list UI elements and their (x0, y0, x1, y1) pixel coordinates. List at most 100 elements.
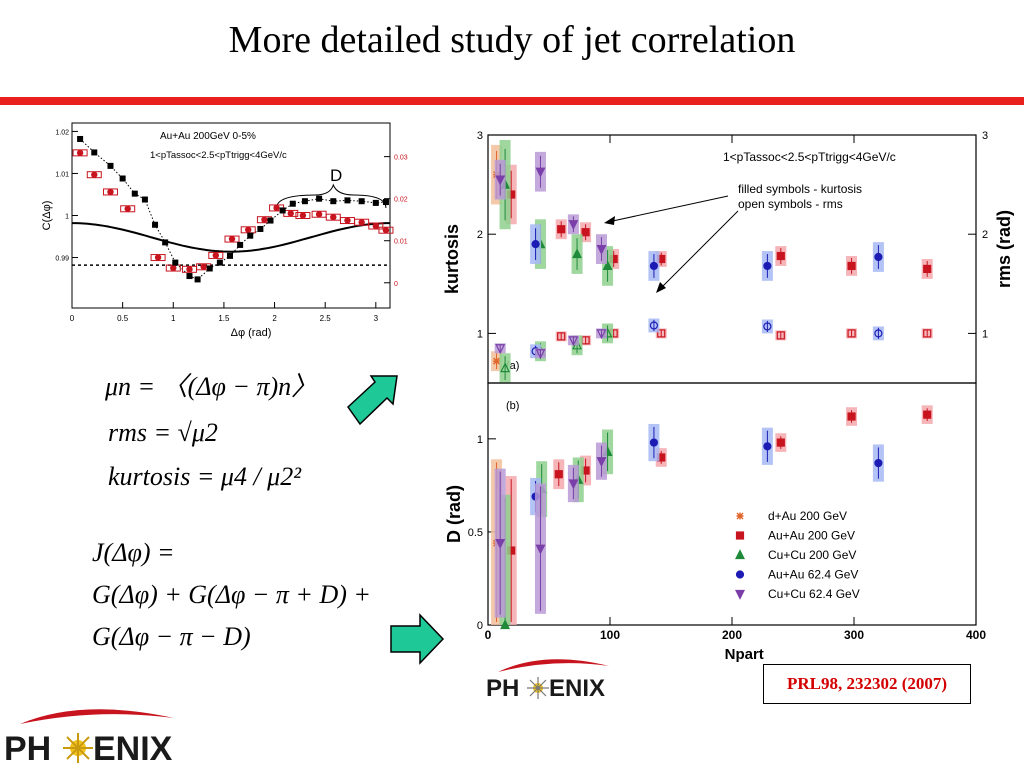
legend-marker (735, 570, 745, 579)
corr-red-point (228, 235, 236, 243)
J-line2-text: G(Δφ) + G(Δφ − π + D) + (92, 580, 371, 609)
corr-ytick-label: 1.01 (55, 171, 69, 178)
corr-yright-label: 0 (394, 281, 398, 288)
corr-black-point (372, 199, 379, 206)
equation-J-line1: J(Δφ) = (92, 538, 175, 568)
corr-red-point (330, 213, 337, 221)
kurtosis-point (572, 248, 583, 259)
rms-ytick-label: 2 (982, 229, 988, 241)
corr-red-point (315, 211, 323, 218)
D-point (535, 544, 546, 555)
corr-ylabel: C(Δφ) (41, 201, 53, 231)
corr-red-point (261, 216, 268, 223)
kurtosis-pt-label: 1<pTassoc<2.5<pTtrigg<4GeV/c (723, 150, 896, 164)
D-point (495, 538, 506, 549)
corr-black-point (279, 207, 286, 214)
corr-black-point (131, 190, 138, 197)
logo-swoosh-center (498, 659, 609, 672)
corr-red-point (186, 266, 193, 273)
phenix-logo-center: PH ENIX (486, 659, 609, 702)
kurtosis-point (776, 331, 785, 340)
corr-xtick-label: 2 (272, 314, 277, 323)
corr-xtick-label: 2.5 (320, 314, 332, 323)
kurtosis-point (776, 251, 785, 261)
green-arrow-upper (347, 375, 398, 426)
corr-xlabel: Δφ (rad) (231, 327, 272, 339)
D-point (776, 438, 785, 447)
corr-black-point (247, 232, 254, 239)
corr-ytick-label: 1 (65, 214, 69, 221)
corr-black-point (172, 259, 179, 266)
panel-b-tag: (b) (506, 400, 519, 412)
logo-text-right-center: ENIX (549, 675, 605, 702)
note-arrow-open (659, 210, 739, 290)
D-point (649, 438, 659, 447)
legend-label: Au+Au 200 GeV (768, 529, 855, 543)
D-xtick-label: 300 (844, 628, 864, 642)
legend-label: Cu+Cu 62.4 GeV (768, 587, 860, 601)
corr-black-point (344, 197, 351, 204)
legend-label: d+Au 200 GeV (768, 509, 847, 523)
corr-ytick-label: 0.99 (55, 256, 69, 263)
rms-ylabel: rms (rad) (994, 210, 1014, 288)
kurtosis-point (581, 228, 590, 237)
D-ylabel: D (rad) (444, 485, 464, 543)
corr-xtick-label: 3 (374, 314, 379, 323)
title-divider (0, 97, 1024, 105)
corr-black-point (237, 241, 244, 248)
corr-black-point (289, 200, 296, 207)
kurtosis-point (531, 240, 540, 249)
J-line3-text: G(Δφ − π − D) (92, 622, 251, 651)
equation-mu-n: μn = 〈(Δφ − π)n〉 (105, 366, 317, 403)
kurtosis-ytick-label: 1 (477, 328, 483, 340)
npart-xlabel: Npart (725, 646, 764, 663)
corr-xtick-label: 1 (171, 314, 176, 323)
corr-black-point (141, 196, 148, 203)
corr-red-point (358, 219, 365, 226)
D-point (500, 619, 511, 630)
corr-black-point (206, 265, 213, 272)
corr-ytick-label: 1.02 (55, 129, 69, 136)
D-point (763, 442, 772, 451)
D-xtick-label: 100 (600, 628, 620, 642)
logo-star-corner (63, 733, 93, 763)
equation-rms: rms = √μ2 (108, 418, 218, 448)
D-ytick-label: 0 (477, 620, 483, 632)
kurtosis-point (874, 252, 883, 262)
kurtosis-point (596, 329, 607, 340)
logo-text-left-center: PH (486, 675, 519, 702)
kurtosis-point (568, 220, 579, 231)
kurtosis-ytick-label: 2 (477, 229, 483, 241)
corr-harmonic-curve (72, 222, 390, 253)
kurtosis-point (763, 322, 772, 331)
correlation-chart: 0 0.5 1 1.5 2 2.5 3 0.99 1 1.01 1.02 0 0.01 0.02 0.03 Δ… (40, 113, 410, 348)
legend-marker (736, 512, 744, 520)
corr-red-point (372, 222, 380, 230)
corr-black-point (162, 239, 169, 246)
corr-yright-label: 0.03 (394, 155, 408, 162)
kurtosis-point (874, 329, 883, 338)
kurtosis-ytick-label: 3 (477, 130, 483, 142)
corr-red-point (124, 205, 131, 212)
corr-black-point (330, 198, 337, 205)
J-line1-text: J(Δφ) = (92, 538, 175, 567)
corr-red-point (107, 188, 114, 196)
corr-red-point (287, 210, 294, 217)
kurtosis-point (557, 332, 566, 341)
rms-text: rms = √μ2 (108, 418, 218, 447)
corr-label-system: Au+Au 200GeV 0-5% (160, 131, 256, 142)
corr-red-point (154, 254, 162, 261)
equation-J-line2: G(Δφ) + G(Δφ − π + D) + (92, 580, 371, 610)
kurtosis-point (847, 329, 856, 338)
npart-charts: 1 1 2 2 3 3 kurtosis rms (rad) 1<pTassoc<2.5<pTt… (428, 113, 1020, 703)
kurtosis-text: kurtosis = μ4 / μ2² (108, 462, 302, 491)
corr-xtick-label: 0 (70, 314, 75, 323)
kurtosis-point (847, 261, 856, 271)
kurtosis-point (568, 336, 579, 347)
reference-box: PRL98, 232302 (2007) (763, 664, 971, 704)
kurtosis-point (602, 260, 613, 271)
corr-red-point (273, 204, 280, 212)
rms-ytick-label: 3 (982, 130, 988, 142)
kurtosis-point (495, 344, 506, 355)
kurtosis-point (500, 362, 511, 373)
